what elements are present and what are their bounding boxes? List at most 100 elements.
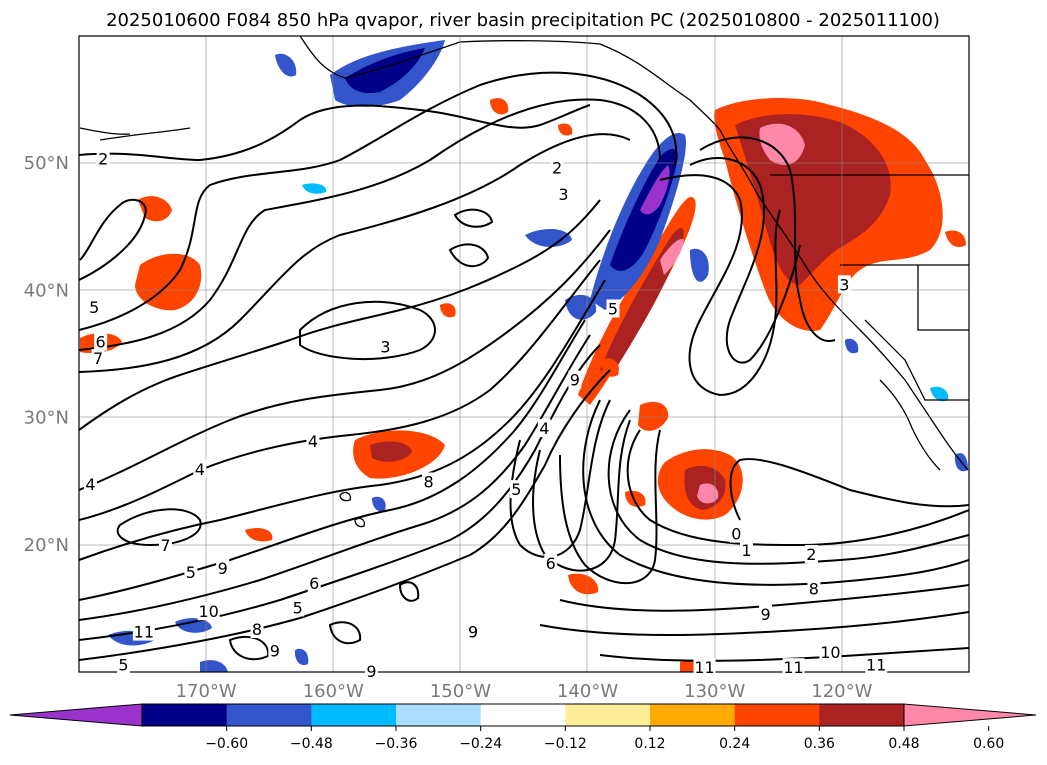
colorbar-cell (565, 704, 651, 726)
contour-label-background (193, 459, 207, 478)
contour-line-e (79, 133, 631, 373)
contour-label: 4 (85, 475, 95, 494)
longitude-tick-labels: 170°W 160°W 150°W 140°W 130°W 120°W (176, 681, 873, 702)
state-line-2 (917, 265, 969, 331)
negative-area-small-4 (565, 294, 597, 320)
negative-area-small-8 (294, 648, 309, 666)
positive-area-small-6 (600, 358, 619, 377)
lon-tick-label: 130°W (684, 681, 745, 702)
contour-label-background (364, 662, 378, 680)
contour-label-background (197, 602, 220, 621)
contour-label-background (91, 349, 105, 368)
positive-area-small-2 (568, 573, 599, 595)
contour-label-background (568, 370, 582, 389)
aleutian-islands (79, 127, 191, 141)
contour-label-background (306, 431, 320, 450)
contour-line-loop-7 (453, 208, 494, 228)
baja-coastline (879, 379, 941, 471)
state-line-3 (864, 319, 969, 401)
positive-area-west-1 (135, 253, 202, 311)
contour-label: 5 (118, 656, 128, 675)
positive-area-central-core (370, 441, 412, 462)
contour-label: 10 (820, 643, 840, 662)
lat-tick-label: 30°N (24, 408, 69, 429)
contour-label-background (550, 158, 564, 177)
contour-label-background (804, 544, 818, 563)
positive-band-jet-peak (660, 239, 684, 275)
contour-label: 8 (252, 620, 262, 639)
contour-line-loop-6 (448, 243, 490, 268)
contour-line-m (79, 369, 611, 661)
contour-label: 5 (89, 298, 99, 317)
hawaii-islands (339, 491, 366, 528)
negative-area-gulf-core (345, 48, 425, 94)
contour-line-g (79, 229, 611, 491)
contour-label-background (291, 598, 305, 617)
contour-label-background (158, 536, 172, 555)
lon-tick-label: 120°W (811, 681, 872, 702)
contour-line-q (659, 174, 781, 397)
contour-label: 9 (218, 559, 228, 578)
contour-label-background (837, 275, 851, 294)
colorbar-cells (9, 703, 1037, 727)
positive-area-small-9 (945, 230, 966, 248)
colorbar-cell (480, 704, 566, 726)
positive-area-subtropical-peak (697, 483, 719, 504)
lon-tick-label: 170°W (176, 681, 237, 702)
contour-label: 9 (570, 371, 580, 390)
contour-line-j (79, 319, 586, 601)
contour-label-background (782, 658, 805, 677)
positive-area-small-1 (638, 401, 669, 431)
contour-label: 7 (160, 536, 170, 555)
negative-area-small-6 (175, 618, 212, 633)
contour-line-c (79, 71, 678, 331)
contour-label: 9 (760, 605, 770, 624)
contour-label: 3 (558, 185, 568, 204)
contour-label: 6 (96, 333, 106, 352)
qvapor-contours (79, 71, 969, 662)
contour-label-background (729, 524, 743, 543)
colorbar-tick-label: 0.36 (804, 736, 835, 752)
contour-label: 5 (186, 563, 196, 582)
colorbar-outline (141, 703, 905, 727)
contour-label: 2 (806, 545, 816, 564)
map-frame (78, 35, 970, 673)
contour-label-background (250, 620, 264, 639)
contour-label-background (422, 472, 436, 491)
contour-label-background (556, 185, 570, 203)
contour-label-background (544, 553, 558, 572)
contour-label: 4 (195, 460, 205, 479)
contour-label: 10 (199, 602, 219, 621)
contour-label: 8 (809, 579, 819, 598)
contour-label: 6 (309, 574, 319, 593)
lat-tick-label: 20°N (24, 535, 69, 556)
contour-line-loop-4 (228, 635, 270, 661)
negative-area-small-9 (930, 386, 949, 402)
contour-label: 6 (546, 554, 556, 573)
colorbar: −0.60 −0.48 −0.36 −0.24 −0.12 0.12 0.24 0.36 0.4… (9, 703, 1037, 752)
contour-line-t (626, 429, 969, 547)
contour-label-background (87, 298, 101, 317)
contour-line-i (79, 279, 606, 561)
lon-tick-label: 140°W (557, 681, 618, 702)
latitude-tick-labels: 50°N 40°N 30°N 20°N (24, 153, 69, 556)
contour-line-u (607, 409, 969, 565)
map-title: 2025010600 F084 850 hPa qvapor, river ba… (106, 10, 940, 31)
contour-label-background (693, 658, 716, 677)
negative-band-jet-peak (640, 165, 670, 215)
contour-line-f (79, 199, 601, 431)
contour-line-s (699, 136, 836, 342)
contour-label: 11 (866, 656, 886, 675)
contour-label: 4 (308, 432, 318, 451)
contour-label: 9 (366, 662, 376, 681)
contour-line-a (79, 104, 591, 162)
contour-label: 0 (731, 525, 741, 544)
contour-label-background (378, 337, 392, 356)
positive-area-small-5 (558, 123, 573, 136)
positive-area-west-2 (138, 196, 172, 222)
coastlines (79, 36, 969, 528)
colorbar-tick-label: −0.24 (459, 736, 502, 752)
contour-label-background (83, 475, 97, 494)
